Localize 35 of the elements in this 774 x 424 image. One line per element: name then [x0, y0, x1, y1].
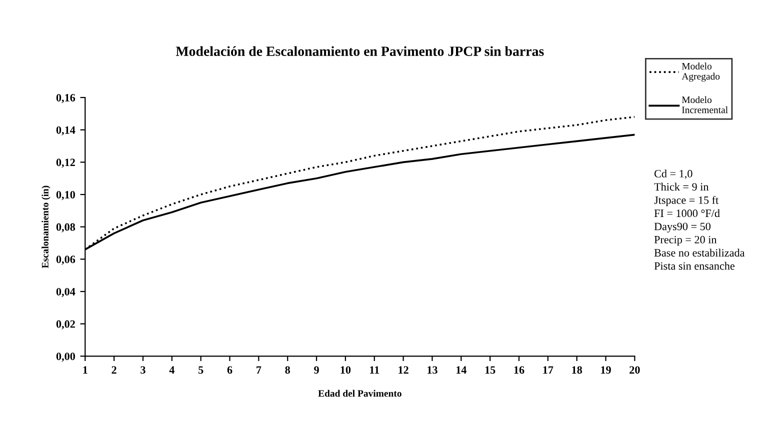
x-tick-label: 14: [456, 366, 466, 374]
y-tick-label: 0,12: [56, 158, 75, 168]
x-tick-label: 16: [514, 366, 524, 374]
y-tick-label: 0,08: [56, 223, 76, 232]
legend-label: Modelo Incremental: [682, 96, 728, 114]
x-tick-label: 9: [314, 366, 319, 374]
x-tick-label: 5: [198, 366, 204, 374]
y-tick-label: 0,02: [56, 320, 75, 330]
x-tick-label: 7: [256, 366, 262, 374]
x-tick-label: 15: [485, 366, 496, 374]
text: Cd = 1,0 Thick = 9 in Jtspace = 15 ft FI = 1000 °F/d Days90 = 50 Precip = 20 in Base no estabilizada Pista sin ensanche: [654, 170, 745, 270]
x-tick-label: 13: [428, 366, 438, 374]
y-tick-label: 0,10: [56, 190, 75, 200]
x-axis-title: Edad del Pavimento: [318, 390, 402, 397]
y-tick-label: 0,04: [56, 288, 76, 298]
x-tick-label: 8: [285, 366, 290, 374]
legend-label: Modelo Agregado: [682, 62, 720, 82]
x-tick-label: 20: [630, 366, 640, 374]
x-tick-label: 3: [140, 366, 146, 374]
x-tick-label: 1: [83, 366, 88, 374]
y-tick-label: 0,14: [56, 126, 76, 136]
x-tick-label: 2: [112, 366, 116, 374]
x-tick-label: 19: [601, 366, 611, 374]
y-tick-label: 0,16: [56, 94, 76, 104]
y-axis-title: Escalonamiento (in): [42, 186, 50, 268]
y-tick-label: 0,06: [56, 256, 76, 265]
x-tick-label: 12: [398, 366, 408, 374]
x-tick-label: 18: [572, 366, 582, 374]
x-tick-label: 10: [340, 366, 351, 374]
x-tick-label: 11: [370, 366, 380, 374]
x-tick-label: 17: [543, 366, 554, 374]
y-tick-label: 0,00: [56, 352, 75, 362]
x-tick-label: 6: [227, 366, 232, 374]
chart-title: Modelación de Escalonamiento en Pavimento JPCP sin barras: [176, 46, 544, 56]
x-tick-label: 4: [169, 366, 174, 374]
